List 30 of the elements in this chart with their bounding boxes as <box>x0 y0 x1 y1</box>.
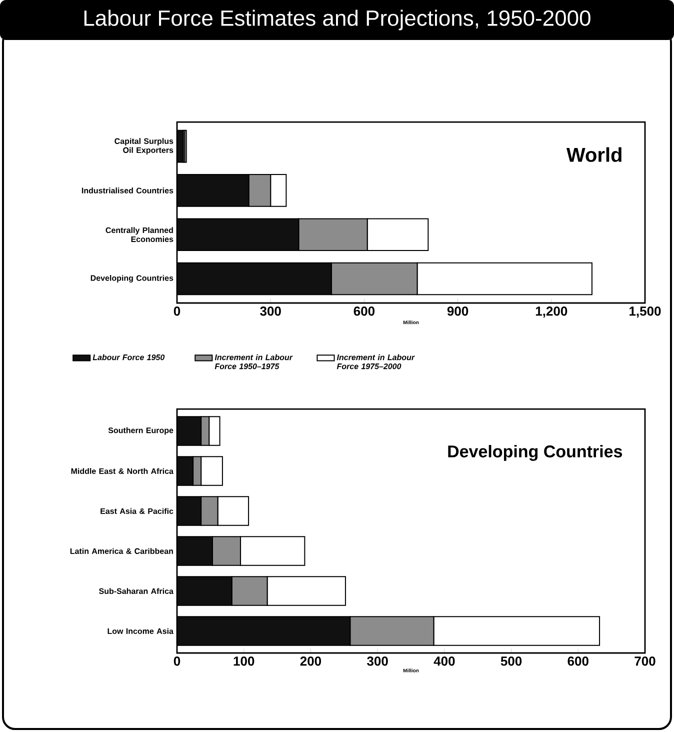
y-tick-label: Latin America & Caribbean <box>70 548 173 554</box>
y-tick-label: Middle East & North Africa <box>71 468 174 474</box>
legend-label: Increment in Labour Force 1950–1975 <box>214 354 293 370</box>
x-tick-label: 1,200 <box>536 306 568 318</box>
x-tick-label: 600 <box>568 656 588 666</box>
x-tick-label: 900 <box>447 306 468 316</box>
x-tick-label: 100 <box>234 656 254 666</box>
legend-label: Labour Force 1950 <box>92 354 165 360</box>
y-tick-label: Southern Europe <box>108 427 174 435</box>
y-tick-label: Low Income Asia <box>108 628 174 634</box>
x-tick-label: 600 <box>354 306 375 316</box>
chart-title: Labour Force Estimates and Projections, 1950-2000 <box>84 10 590 30</box>
x-tick-label: 1,500 <box>630 306 661 318</box>
x-tick-label: 300 <box>260 306 281 316</box>
x-tick-label: 500 <box>500 656 522 666</box>
legend-label: Increment in Labour Force 1975–2000 <box>336 354 415 370</box>
y-tick-label: Developing Countries <box>90 274 174 282</box>
y-tick-label: Capital Surplus Oil Exporters <box>114 138 174 155</box>
y-tick-label: Industrialised Countries <box>82 188 174 194</box>
x-tick-label: 200 <box>300 656 322 666</box>
x-tick-label: 700 <box>634 656 656 666</box>
annotation: World <box>566 147 622 162</box>
y-tick-label: Sub-Saharan Africa <box>99 588 174 594</box>
annotation: Developing Countries <box>448 444 622 461</box>
y-tick-label: Centrally Planned Economies <box>106 227 174 242</box>
y-tick-label: East Asia & Pacific <box>100 508 174 514</box>
x-tick-label: 300 <box>367 656 388 666</box>
x-tick-label: 400 <box>434 656 455 666</box>
x-tick-label: 0 <box>174 306 180 316</box>
x-tick-label: 0 <box>174 656 180 666</box>
